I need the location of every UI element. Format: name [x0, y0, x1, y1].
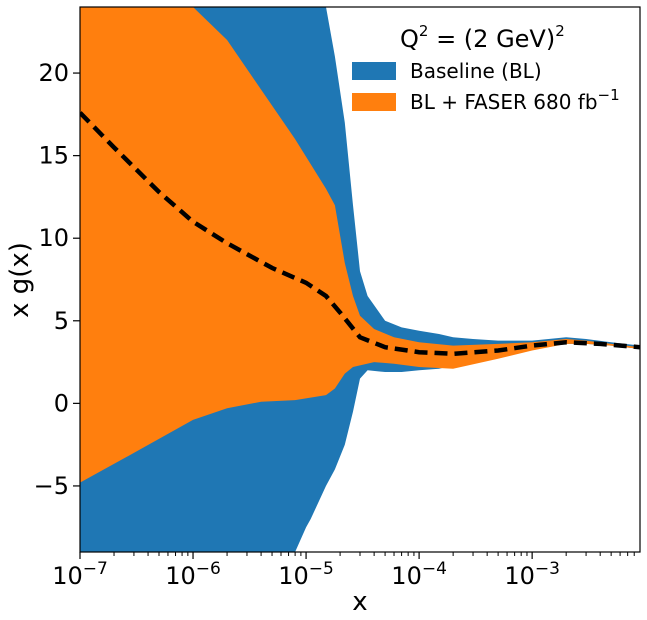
legend-title: Q2 = (2 GeV)2 [400, 22, 565, 53]
y-tick-label: 5 [54, 307, 69, 335]
y-tick-label: 0 [54, 389, 69, 417]
x-tick-label: 10−4 [391, 559, 447, 590]
x-axis-ticks: 10−7 10−6 10−5 10−4 10−3 [52, 552, 635, 590]
x-tick-label: 10−5 [278, 559, 334, 590]
plot-area [80, 7, 640, 552]
x-tick-label: 10−6 [165, 559, 221, 590]
legend-swatch-baseline [352, 62, 396, 80]
y-tick-label: −5 [34, 472, 69, 500]
legend-label-faser: BL + FASER 680 fb−1 [410, 86, 620, 114]
y-axis-ticks: −5 0 5 10 15 20 [34, 59, 80, 500]
legend: Q2 = (2 GeV)2 Baseline (BL) BL + FASER 6… [352, 22, 620, 114]
x-axis-label: x [352, 587, 367, 617]
y-tick-label: 10 [38, 224, 69, 252]
y-tick-label: 20 [38, 59, 69, 87]
legend-label-baseline: Baseline (BL) [410, 59, 542, 83]
x-tick-label: 10−7 [52, 559, 108, 590]
y-axis-label: x g(x) [5, 242, 35, 318]
central-dashed-line [80, 111, 640, 357]
x-tick-label: 10−3 [504, 559, 560, 590]
faser-band [80, 7, 640, 483]
legend-swatch-faser [352, 93, 396, 111]
y-tick-label: 15 [38, 142, 69, 170]
